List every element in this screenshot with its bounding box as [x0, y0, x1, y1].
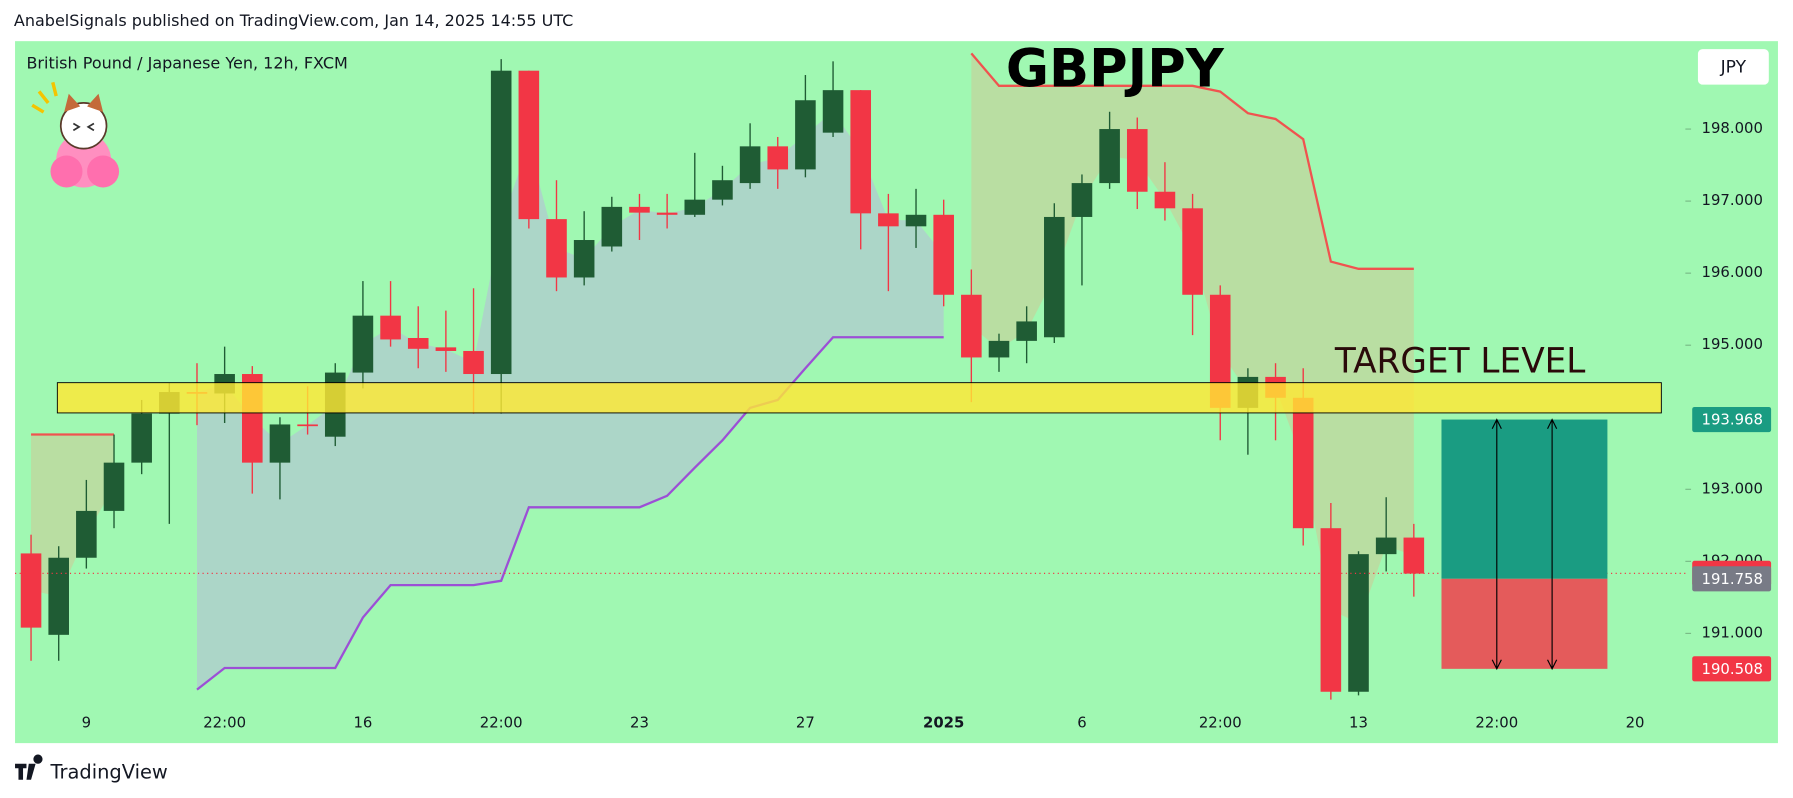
candle-body — [269, 424, 291, 463]
candle-body — [103, 462, 125, 511]
candle-body — [435, 347, 457, 351]
candle-body — [961, 294, 982, 358]
candle-body — [76, 510, 97, 558]
candle-body — [601, 206, 623, 247]
x-tick-label: 22:00 — [480, 714, 523, 732]
x-tick-label: 22:00 — [203, 714, 246, 732]
footer-logo: TradingView — [49, 760, 167, 783]
arrow — [1491, 418, 1502, 671]
overlay-layer: 191.000192.000193.000195.000196.000197.0… — [15, 119, 1772, 732]
logo-icon — [15, 754, 43, 780]
arrow — [1547, 418, 1558, 671]
candle-body — [905, 214, 927, 227]
x-tick-label: 13 — [1349, 714, 1368, 732]
candle-body — [988, 340, 1010, 358]
x-tick-label: 22:00 — [1475, 714, 1518, 732]
symbol-label: British Pound / Japanese Yen, 12h, FXCM — [26, 54, 347, 73]
candle-body — [380, 315, 401, 340]
candle-body — [352, 315, 374, 373]
indicator-fill — [31, 434, 115, 597]
candle-body — [1209, 294, 1231, 408]
candle-body — [1126, 129, 1148, 192]
currency-button-label[interactable]: JPY — [1720, 57, 1747, 77]
mascot — [31, 81, 120, 188]
candle-body — [1071, 183, 1093, 217]
x-tick-label: 23 — [630, 714, 649, 732]
x-tick-label: 2025 — [923, 714, 964, 732]
loss-zone — [1441, 578, 1608, 669]
candle-body — [739, 146, 761, 184]
price-label-box — [1692, 566, 1772, 592]
candle-body — [1099, 129, 1120, 184]
price-label-box — [1692, 656, 1772, 682]
y-tick-label: 198.000 — [1702, 119, 1763, 137]
candle-body — [1154, 191, 1176, 209]
candle-body — [546, 219, 567, 278]
candle-body — [878, 213, 899, 227]
candle-body — [656, 212, 678, 215]
x-tick-label: 6 — [1077, 714, 1086, 732]
candle-body — [573, 240, 595, 278]
y-tick-label: 195.000 — [1702, 335, 1763, 353]
candle-body — [1375, 537, 1397, 555]
x-tick-label: 9 — [82, 714, 91, 732]
candle-body — [1320, 528, 1342, 692]
price-label-box — [1692, 406, 1772, 433]
candle-body — [463, 350, 484, 375]
publisher-header: AnabelSignals published on TradingView.c… — [14, 11, 573, 30]
candle-body — [131, 413, 152, 463]
candle-body — [767, 146, 789, 170]
candle-body — [1348, 554, 1369, 692]
candle-body — [407, 337, 429, 349]
candle-body — [850, 90, 872, 214]
x-tick-label: 20 — [1626, 714, 1645, 732]
price-label: 191.758 — [1702, 570, 1763, 588]
line-layer — [31, 52, 1414, 691]
profit-zone — [1441, 419, 1608, 579]
candle-body — [684, 199, 706, 215]
x-tick-label: 27 — [796, 714, 815, 732]
candle-body — [20, 553, 42, 628]
candle-body — [822, 90, 844, 133]
candle-body — [795, 100, 816, 170]
candle-body — [518, 70, 540, 220]
candle-body — [1403, 537, 1425, 574]
chart-title: GBPJPY — [1006, 39, 1225, 100]
candle-body — [933, 214, 954, 295]
currency-button[interactable] — [1697, 49, 1769, 85]
candle-body — [48, 557, 69, 635]
candle-body — [1044, 216, 1065, 338]
y-tick-label: 191.000 — [1702, 623, 1763, 641]
indicator-line — [196, 336, 944, 691]
target-zone — [56, 382, 1662, 414]
y-tick-label: 197.000 — [1702, 191, 1763, 209]
candle-body — [1292, 397, 1314, 529]
candle-body — [629, 206, 650, 213]
price-label: 190.508 — [1702, 660, 1763, 678]
price-label: 193.968 — [1702, 411, 1763, 429]
candle-body — [712, 180, 733, 200]
x-tick-label: 16 — [353, 714, 372, 732]
y-tick-label: 196.000 — [1702, 263, 1763, 281]
candle-body — [1182, 208, 1203, 295]
y-tick-label: 193.000 — [1702, 479, 1763, 497]
candle-body — [297, 424, 318, 427]
candle-body — [1016, 321, 1037, 341]
target-label: TARGET LEVEL — [1334, 342, 1586, 382]
indicator-line — [970, 52, 1414, 270]
candle-body — [490, 70, 512, 375]
x-tick-label: 22:00 — [1199, 714, 1242, 732]
